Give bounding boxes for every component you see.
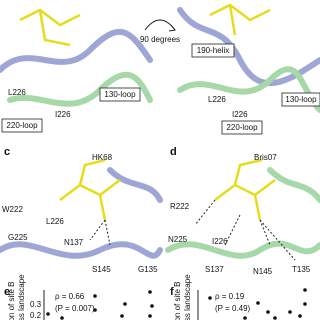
residue-label: N145 [253,267,273,276]
residue-label: I226 [232,110,248,119]
y-axis-label: ation of site B [7,282,16,320]
y-axis-label: ness landscape [17,274,26,320]
rho-label: ρ = 0.66 [55,292,85,301]
p-label: (P = 0.49) [215,304,251,313]
residue-label: G135 [138,265,158,274]
loop-label: 130-loop [104,90,136,99]
residue-label: S145 [92,265,111,274]
y-axis-label: ness landscape [183,274,192,320]
scatter-points [46,290,154,320]
loop-box [221,120,263,135]
residue-label: G225 [8,233,28,242]
strain-label: Bris07 [254,153,277,162]
loop-box [281,92,320,107]
y-tick-label: 0.2 [30,311,42,320]
structure-art [0,3,320,113]
panel-label: d [170,146,177,158]
structure-art [165,158,320,261]
loop-label: 220-loop [226,123,258,132]
residue-label: R222 [170,202,190,211]
panel-label: e [4,286,10,298]
residue-label: L226 [8,88,26,97]
loop-box [99,87,141,102]
residue-label: I226 [212,237,228,246]
p-label: (P = 0.007) [55,304,95,313]
structure-art [0,158,163,259]
loop-box [1,118,43,133]
residue-label: N225 [168,235,188,244]
panel-label: c [4,146,10,158]
loop-label: 220-loop [6,121,38,130]
scatter-points [208,288,307,320]
residue-label: L226 [46,217,64,226]
strain-label: HK68 [92,153,113,162]
residue-label: T135 [292,265,311,274]
residue-label: N137 [64,238,84,247]
residue-label: S137 [205,265,224,274]
y-axis-label: ation of site B [173,282,182,320]
residue-label: W222 [2,205,23,214]
residue-label: L226 [208,95,226,104]
loop-label: 130-loop [285,95,317,104]
residue-label: I226 [55,110,71,119]
helix-box [191,43,235,58]
y-tick-label: 0.3 [30,300,42,309]
rho-label: ρ = 0.19 [215,292,245,301]
panel-label: f [170,286,174,298]
rotation-label: 90 degrees [140,35,180,44]
helix-label: 190-helix [197,46,229,55]
